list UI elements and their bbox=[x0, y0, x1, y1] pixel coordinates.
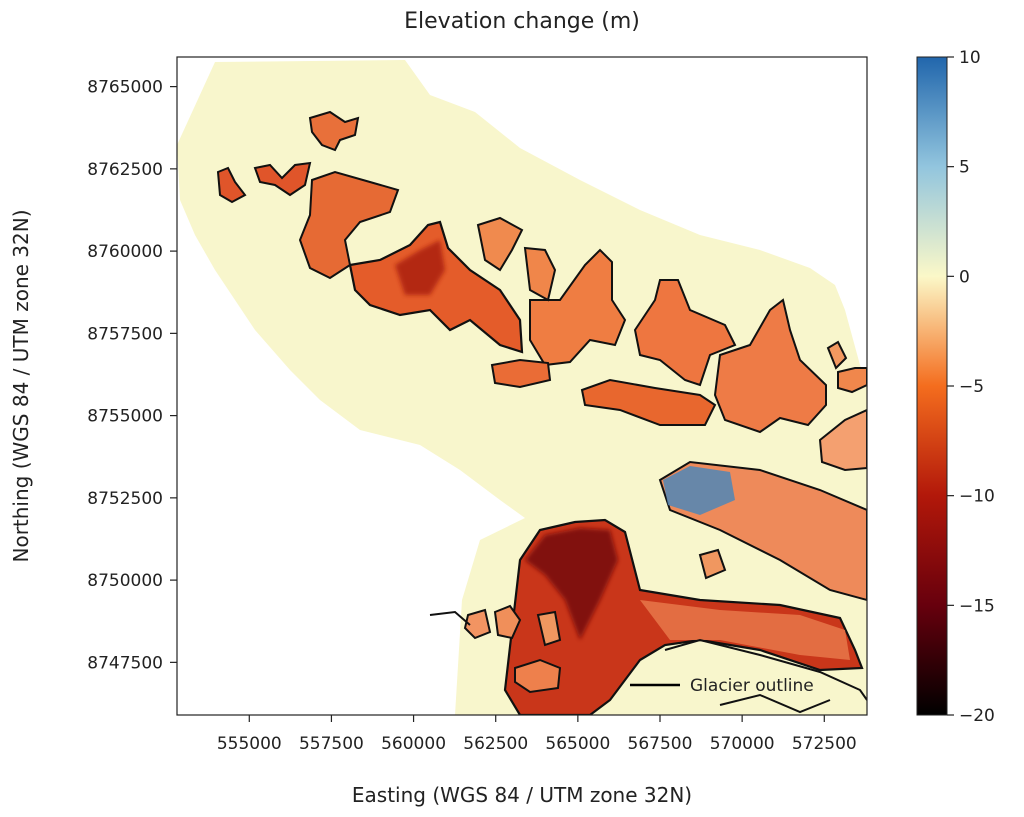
glacier-southwest-3 bbox=[514, 658, 562, 694]
glacier-southwest-2 bbox=[493, 604, 522, 640]
y-axis-label: Northing (WGS 84 / UTM zone 32N) bbox=[9, 209, 33, 562]
glacier-southwest-1 bbox=[463, 608, 492, 640]
glacier-south-small-1 bbox=[698, 548, 727, 580]
y-axis-ticks: 8765000 8762500 8760000 8757500 8755000 87525… bbox=[87, 78, 177, 673]
glacier-east-2 bbox=[818, 408, 867, 472]
glacier-east-1 bbox=[837, 367, 867, 394]
glacier-central-big bbox=[348, 220, 524, 354]
y-tick-label: 8755000 bbox=[87, 407, 163, 427]
y-tick-label: 8750000 bbox=[87, 571, 163, 591]
colorbar-tick-label: 5 bbox=[959, 158, 970, 178]
glacier-north-2 bbox=[253, 161, 312, 197]
x-tick-label: 572500 bbox=[792, 734, 857, 754]
colorbar-tick-label: −15 bbox=[959, 596, 995, 616]
glacier-outline-extra-2 bbox=[429, 610, 471, 626]
glacier-north-1 bbox=[308, 110, 360, 152]
glacier-south-small-2 bbox=[536, 610, 562, 647]
glacier-middle-4 bbox=[580, 378, 717, 426]
colorbar bbox=[916, 56, 948, 716]
glacier-middle-3 bbox=[713, 298, 827, 434]
y-tick-label: 8765000 bbox=[87, 78, 163, 98]
plot-area bbox=[177, 60, 867, 715]
glacier-outline-extra-3 bbox=[719, 693, 831, 714]
glacier-south-arm bbox=[640, 600, 850, 660]
y-tick-label: 8747500 bbox=[87, 653, 163, 673]
x-axis-ticks: 555000 557500 560000 562500 565000 567500 5700… bbox=[217, 715, 857, 754]
y-tick-label: 8752500 bbox=[87, 489, 163, 509]
x-tick-label: 570000 bbox=[710, 734, 775, 754]
glacier-southeast-positive bbox=[663, 466, 735, 515]
x-tick-label: 555000 bbox=[217, 734, 282, 754]
colorbar-tick-label: 0 bbox=[959, 267, 970, 287]
legend: Glacier outline bbox=[630, 676, 814, 696]
glacier-middle-5 bbox=[490, 358, 552, 389]
x-tick-label: 567500 bbox=[628, 734, 693, 754]
legend-label-glacier-outline: Glacier outline bbox=[690, 676, 814, 696]
glacier-central-core bbox=[395, 240, 445, 295]
colorbar-tick-label: 10 bbox=[959, 48, 981, 68]
glacier-middle-6 bbox=[476, 216, 524, 272]
chart-title: Elevation change (m) bbox=[404, 9, 640, 34]
x-tick-label: 565000 bbox=[545, 734, 610, 754]
y-tick-label: 8762500 bbox=[87, 160, 163, 180]
x-tick-label: 562500 bbox=[463, 734, 528, 754]
glacier-north-3 bbox=[216, 166, 247, 204]
glacier-south-core bbox=[525, 528, 618, 640]
colorbar-ticks: 10 5 0 −5 −10 −15 −20 bbox=[947, 48, 995, 726]
colorbar-tick-label: −20 bbox=[959, 706, 995, 726]
glacier-middle-2 bbox=[633, 279, 737, 387]
colorbar-tick-label: −5 bbox=[959, 377, 984, 397]
glacier-outline-extra-1 bbox=[664, 638, 867, 701]
colorbar-tick-label: −10 bbox=[959, 487, 995, 507]
glacier-east-3 bbox=[826, 340, 848, 370]
x-axis-label: Easting (WGS 84 / UTM zone 32N) bbox=[352, 783, 692, 807]
glacier-middle-7 bbox=[523, 246, 557, 302]
plot-frame bbox=[176, 56, 868, 716]
y-tick-label: 8760000 bbox=[87, 242, 163, 262]
x-tick-label: 557500 bbox=[299, 734, 364, 754]
glacier-northwest bbox=[298, 170, 400, 280]
y-tick-label: 8757500 bbox=[87, 324, 163, 344]
x-tick-label: 560000 bbox=[381, 734, 446, 754]
